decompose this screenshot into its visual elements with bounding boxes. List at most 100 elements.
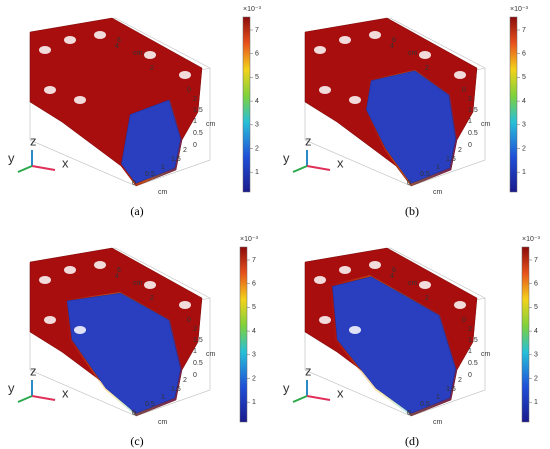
axis-label: 0.5 <box>145 171 155 178</box>
axis-label: 1.5 <box>193 107 203 114</box>
hole <box>319 86 331 94</box>
colorbar-tick-label: 6 <box>522 51 526 58</box>
colorbar-exponent: ×10⁻³ <box>522 236 541 243</box>
hole <box>144 51 156 59</box>
axis-label: 6 <box>392 37 396 44</box>
colorbar-tick-label: 2 <box>255 145 259 152</box>
axis-label: 6 <box>392 267 396 274</box>
axis-label: 0 <box>407 410 411 417</box>
caption: (d) <box>405 434 419 448</box>
hole <box>39 46 51 54</box>
caption: (b) <box>405 204 419 218</box>
colorbar-tick-label: 4 <box>252 328 256 335</box>
axis-label: 1 <box>436 394 440 401</box>
axis-label: 0 <box>468 142 472 149</box>
axis-unit: cm <box>481 351 491 358</box>
colorbar-tick-label: 7 <box>522 27 526 34</box>
colorbar-tick-label: 1 <box>255 169 259 176</box>
axis-label: 0 <box>462 87 466 94</box>
axis-label: 1.5 <box>193 337 203 344</box>
colorbar <box>239 246 248 423</box>
axis-label: 0 <box>132 180 136 187</box>
body-blue <box>332 276 456 414</box>
axis-label: 4 <box>390 43 394 50</box>
axis-label: 2 <box>425 295 429 302</box>
triad-axis <box>31 395 56 401</box>
axis-label: 0 <box>407 180 411 187</box>
hole <box>369 31 381 39</box>
axis-unit: cm <box>433 419 443 426</box>
triad-axis <box>17 165 33 173</box>
axis-label: 1 <box>161 164 165 171</box>
axis-label: 0.5 <box>193 360 203 367</box>
colorbar-tick-label: 3 <box>255 122 259 129</box>
axis-label: 0 <box>193 372 197 379</box>
colorbar-tick-label: 4 <box>534 328 538 335</box>
axis-label: 1 <box>436 164 440 171</box>
hole <box>74 96 86 104</box>
triad-label: x <box>62 155 69 170</box>
hole <box>369 261 381 269</box>
axis-unit: cm <box>433 189 443 196</box>
axis-label: 2 <box>183 147 187 154</box>
triad-axis <box>17 395 33 403</box>
colorbar-tick-label: 1 <box>522 169 526 176</box>
axis-label: 0 <box>462 317 466 324</box>
body-blue <box>121 99 181 184</box>
triad-label: y <box>8 380 15 395</box>
hole <box>44 316 56 324</box>
colorbar-tick-label: 6 <box>252 281 256 288</box>
colorbar-tick-label: 6 <box>534 281 538 288</box>
hole <box>454 301 466 309</box>
axis-label: 0.5 <box>145 401 155 408</box>
colorbar-tick-label: 5 <box>252 304 256 311</box>
triad-label: z <box>305 133 312 148</box>
axis-label: 0 <box>187 317 191 324</box>
axis-label: 2 <box>458 147 462 154</box>
colorbar-tick-label: 2 <box>252 375 256 382</box>
colorbar-tick-label: 7 <box>255 27 259 34</box>
axis-label: 1.5 <box>171 156 181 163</box>
axis-label: 0.5 <box>468 360 478 367</box>
axis-label: 2 <box>193 326 197 333</box>
axis-label: 2 <box>150 65 154 72</box>
triad-label: y <box>8 150 15 165</box>
axis-label: 0 <box>193 142 197 149</box>
axis-label: 2 <box>458 377 462 384</box>
colorbar-tick-label: 4 <box>522 98 526 105</box>
colorbar-tick-label: 5 <box>255 74 259 81</box>
hole <box>94 261 106 269</box>
axis-label: 2 <box>425 65 429 72</box>
axis-label: 1.5 <box>468 337 478 344</box>
axis-unit: cm <box>206 121 216 128</box>
colorbar-tick-label: 1 <box>534 399 538 406</box>
axis-label: 1.5 <box>468 107 478 114</box>
colorbar-tick-label: 5 <box>522 74 526 81</box>
colorbar <box>242 16 251 193</box>
hole <box>349 326 361 334</box>
hole <box>419 51 431 59</box>
colorbar-tick-label: 7 <box>252 257 256 264</box>
colorbar-tick-label: 2 <box>534 375 538 382</box>
colorbar-tick-label: 3 <box>252 352 256 359</box>
axis-label: 4 <box>390 273 394 280</box>
hole <box>339 36 351 44</box>
axis-label: 1 <box>468 118 472 125</box>
axis-unit: cm <box>206 351 216 358</box>
axis-label: 0 <box>187 87 191 94</box>
caption: (c) <box>130 434 143 448</box>
colorbar-tick-label: 4 <box>255 98 259 105</box>
hole <box>94 31 106 39</box>
body-blue <box>66 292 181 414</box>
axis-unit: cm <box>158 189 168 196</box>
axis-unit: cm <box>408 280 418 287</box>
axis-unit: cm <box>158 419 168 426</box>
colorbar <box>509 16 518 193</box>
axis-unit: cm <box>481 121 491 128</box>
axis-label: 0 <box>132 410 136 417</box>
colorbar-exponent: ×10⁻³ <box>510 6 529 13</box>
axis-label: 2 <box>468 96 472 103</box>
